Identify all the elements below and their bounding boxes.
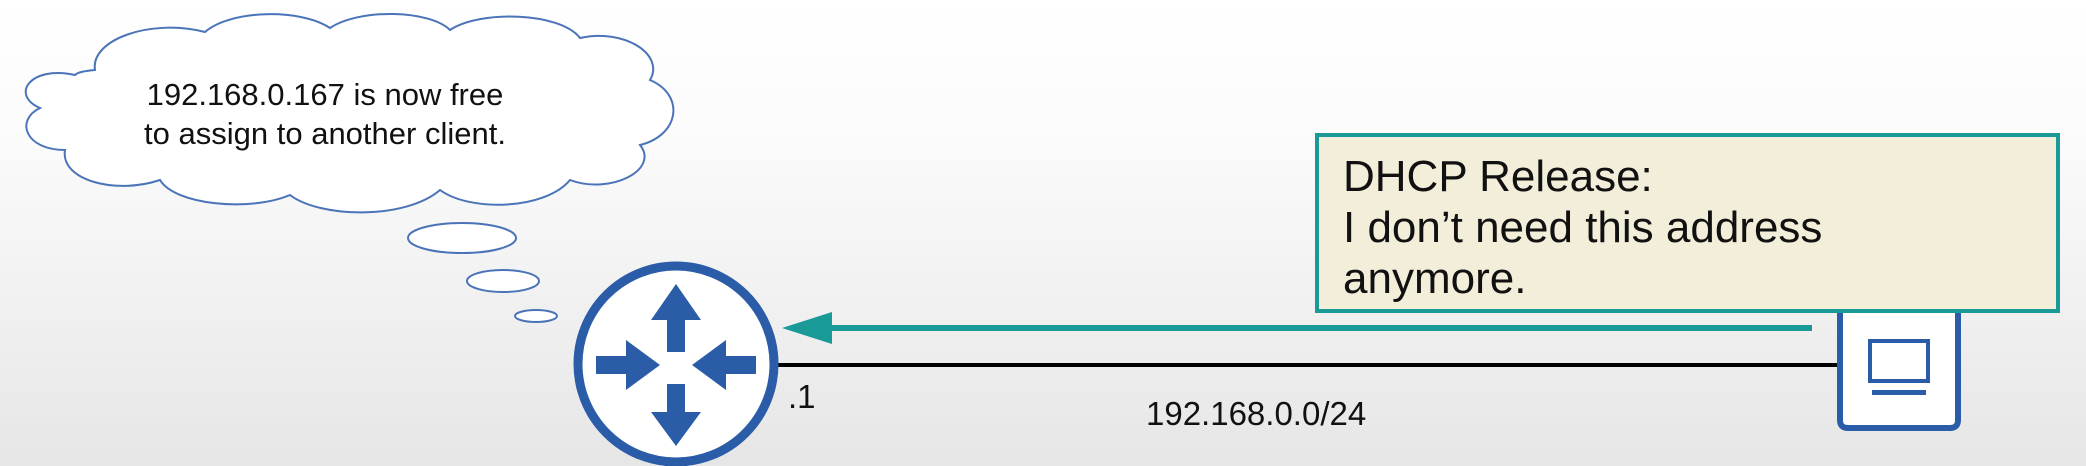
router-interface-ip: .1 (788, 378, 816, 415)
thought-bubble-medium (466, 269, 540, 293)
callout-line: I don’t need this address (1343, 203, 1823, 252)
thought-text: 192.168.0.167 is now free to assign to a… (95, 75, 555, 153)
subnet-label: 192.168.0.0/24 (1146, 395, 1367, 432)
callout-line: DHCP Release: (1343, 152, 1653, 201)
thought-bubble-small (514, 309, 558, 323)
thought-cloud (24, 13, 675, 214)
thought-bubble-large (407, 222, 517, 254)
thought-line: to assign to another client. (144, 116, 506, 151)
router-icon (573, 261, 779, 466)
thought-line: 192.168.0.167 is now free (146, 77, 504, 112)
callout-line: anymore. (1343, 254, 1527, 303)
dhcp-release-callout: DHCP Release: I don’t need this address … (1315, 133, 2060, 313)
pc-icon (1837, 310, 1961, 431)
dhcp-release-arrow (782, 312, 1812, 344)
